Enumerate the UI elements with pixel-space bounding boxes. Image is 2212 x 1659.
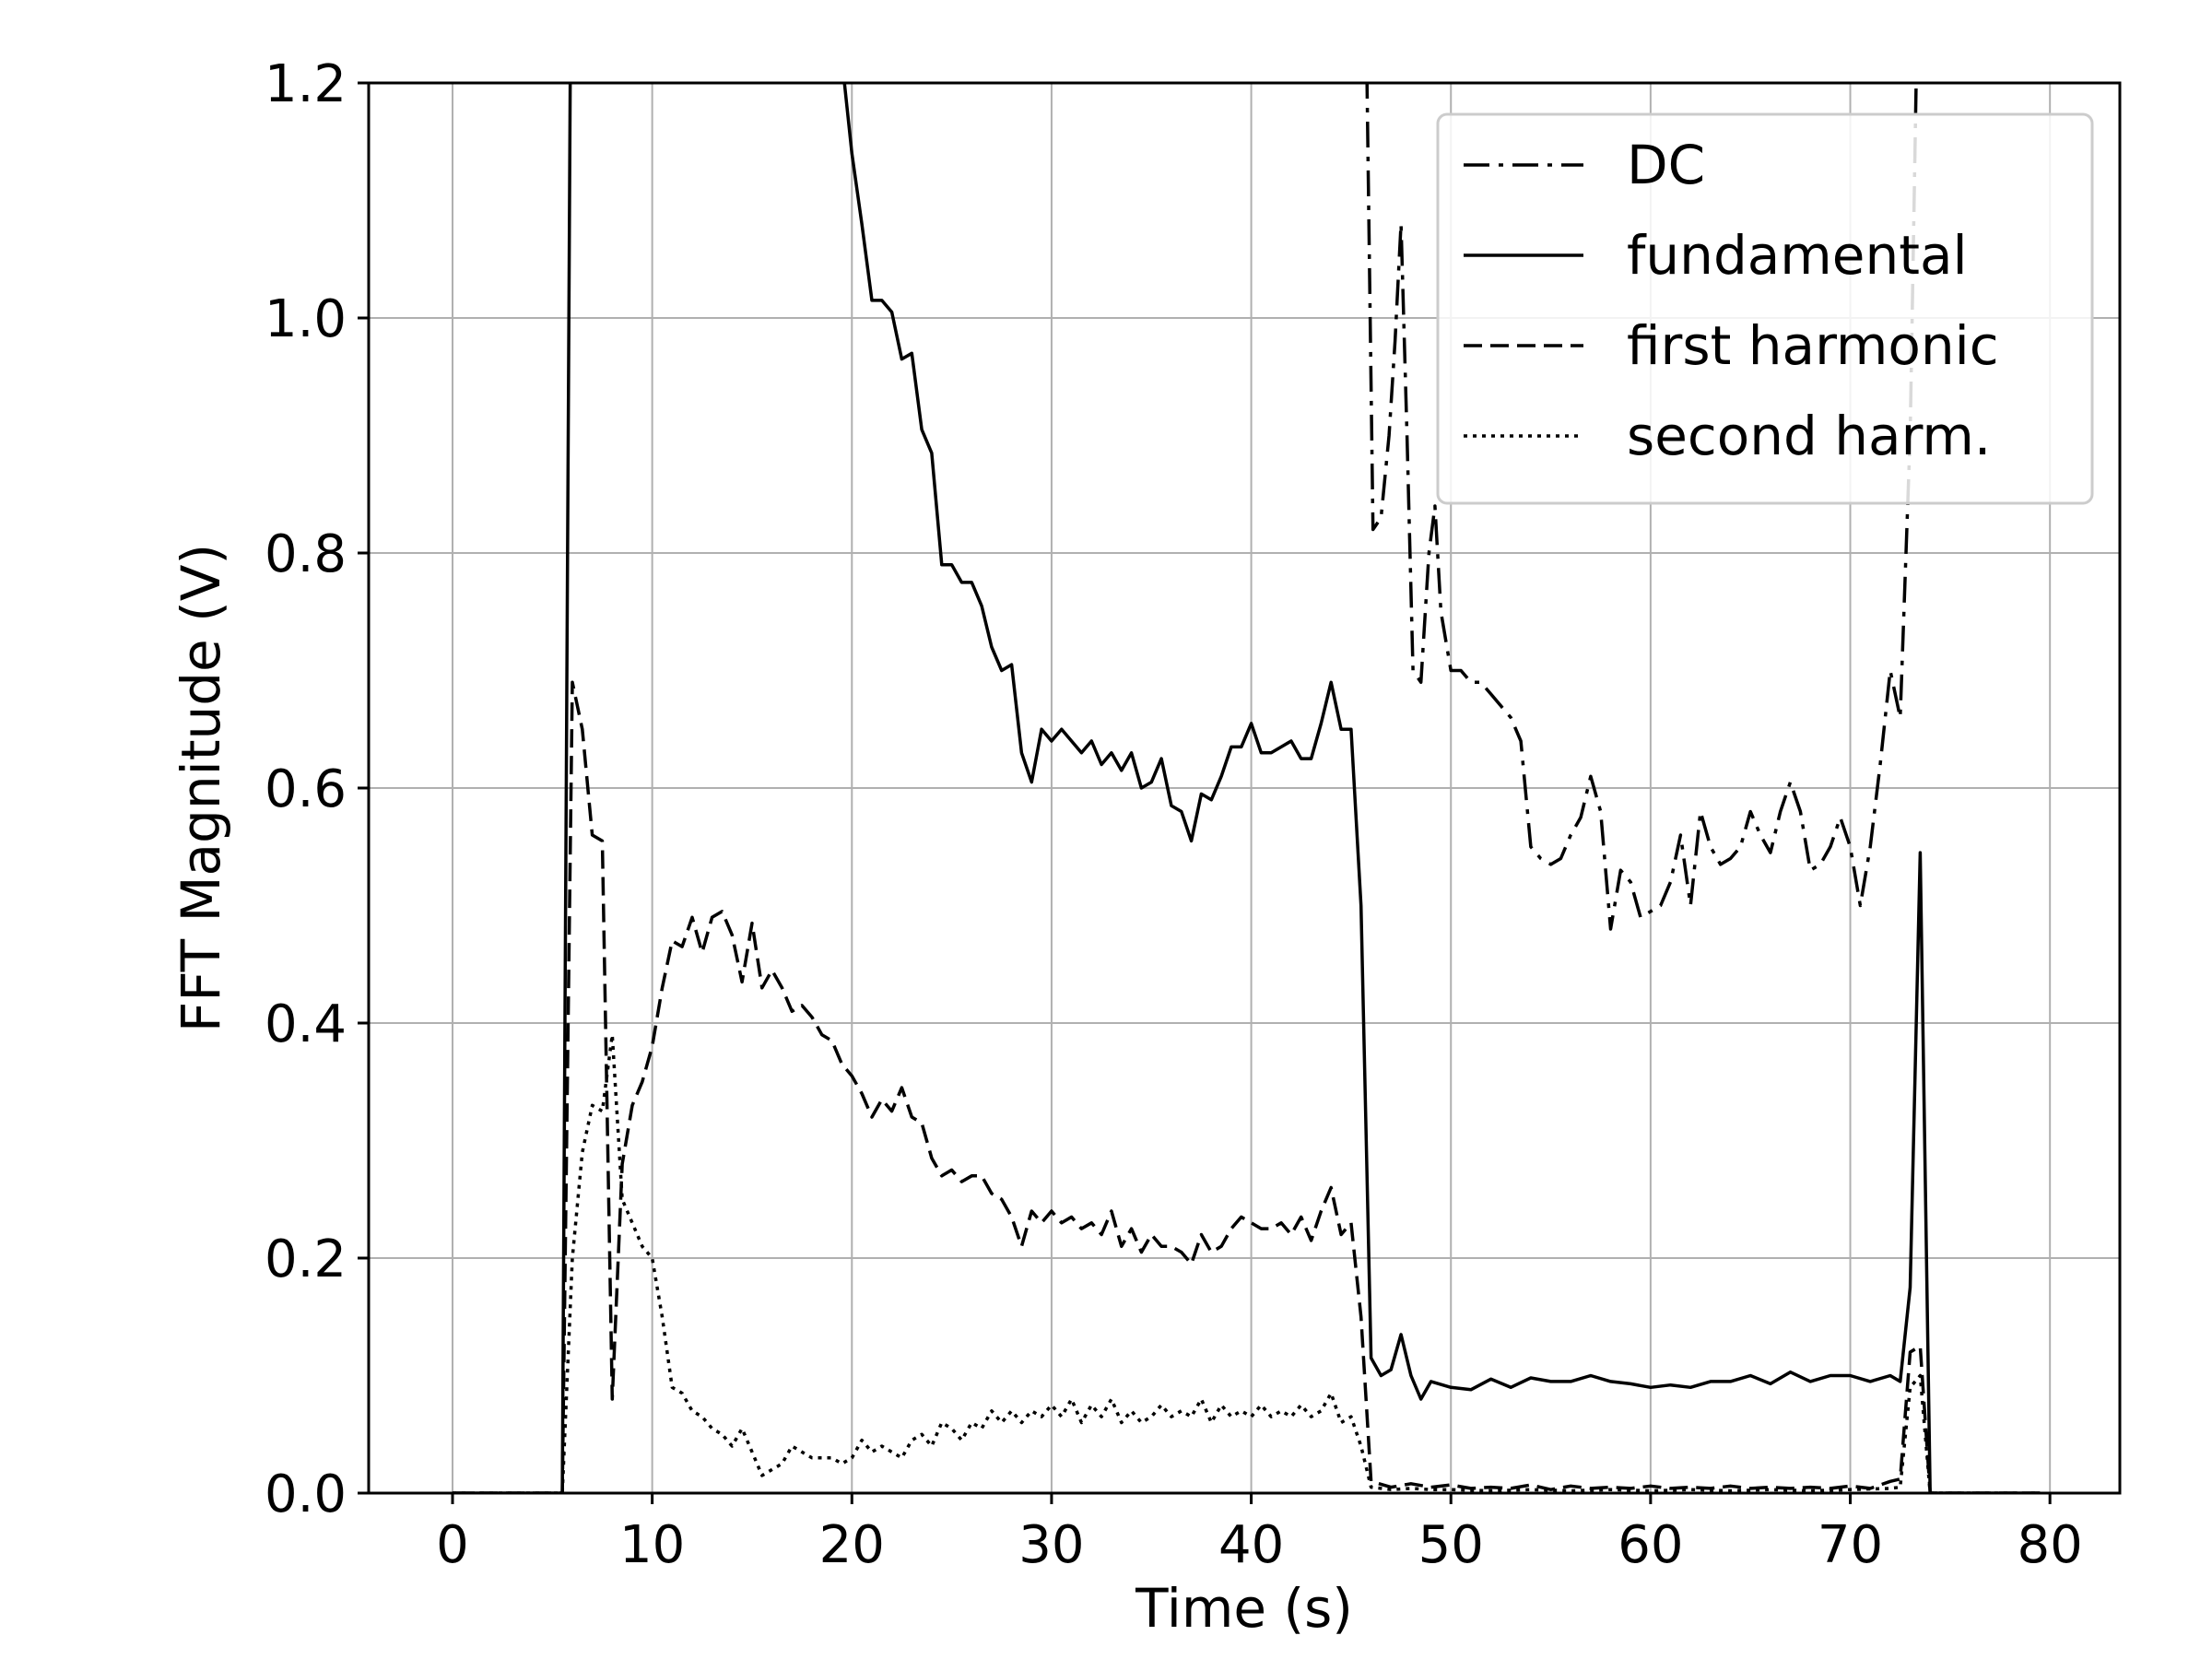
legend-label-second-harm: second harm. (1627, 405, 1991, 467)
x-tick-label: 0 (436, 1515, 469, 1575)
y-tick-label: 0.6 (265, 759, 347, 819)
legend-label-first-harmonic: first harmonic (1627, 314, 1999, 377)
y-tick-label: 0.4 (265, 994, 347, 1054)
x-tick-label: 70 (1818, 1515, 1883, 1575)
legend: DC fundamental first harmonic second harm. (1436, 112, 2094, 505)
x-tick-label: 20 (819, 1515, 885, 1575)
x-tick-label: 60 (1618, 1515, 1683, 1575)
y-tick-label: 0.0 (265, 1465, 347, 1524)
legend-label-fundamental: fundamental (1627, 224, 1968, 287)
series-line-fundamental (453, 83, 2041, 1493)
series-layer (453, 83, 2041, 1493)
x-tick-label: 10 (619, 1515, 685, 1575)
series-line-first-harmonic (453, 680, 2041, 1493)
y-tick-label: 0.2 (265, 1230, 347, 1289)
series-line-dc (1365, 83, 1918, 931)
x-tick-label: 30 (1018, 1515, 1084, 1575)
y-tick-label: 1.2 (265, 54, 347, 114)
x-axis-ticks: 0 10 20 30 40 50 60 70 80 (436, 1493, 2083, 1575)
y-tick-label: 0.8 (265, 524, 347, 584)
x-tick-label: 40 (1218, 1515, 1284, 1575)
x-tick-label: 50 (1418, 1515, 1484, 1575)
x-tick-label: 80 (2018, 1515, 2083, 1575)
legend-label-dc: DC (1627, 134, 1705, 196)
y-axis-label: FFT Magnitude (V) (170, 544, 232, 1032)
y-tick-label: 1.0 (265, 289, 347, 349)
series-line-second-harm (453, 1033, 2041, 1493)
y-axis-ticks: 0.0 0.2 0.4 0.6 0.8 1.0 1.2 (265, 54, 369, 1524)
legend-frame (1436, 112, 2094, 505)
x-axis-label: Time (s) (1135, 1577, 1353, 1640)
